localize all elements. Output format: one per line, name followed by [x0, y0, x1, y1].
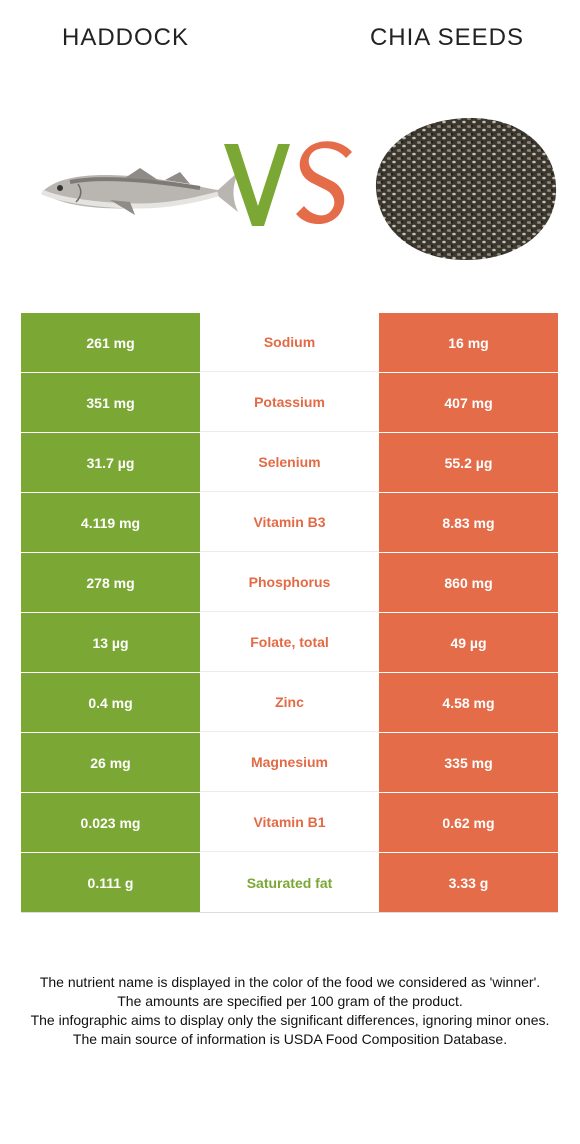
footnote: The nutrient name is displayed in the co…	[18, 973, 562, 1049]
footnote-line: The nutrient name is displayed in the co…	[39, 974, 541, 990]
table-row: 351 mg Potassium 407 mg	[21, 373, 558, 433]
nutrient-name-cell: Vitamin B1	[200, 793, 379, 852]
comparison-table: 261 mg Sodium 16 mg 351 mg Potassium 407 mg 31…	[21, 313, 558, 913]
left-value-cell: 351 mg	[21, 373, 200, 432]
table-row: 0.111 g Saturated fat 3.33 g	[21, 853, 558, 913]
right-value-cell: 407 mg	[379, 373, 558, 432]
left-value-cell: 4.119 mg	[21, 493, 200, 552]
right-food-title: CHIA SEEDS	[369, 24, 524, 51]
nutrient-name-cell: Zinc	[200, 673, 379, 732]
left-value-cell: 278 mg	[21, 553, 200, 612]
table-row: 4.119 mg Vitamin B3 8.83 mg	[21, 493, 558, 553]
right-value-cell: 55.2 µg	[379, 433, 558, 492]
footnote-line: The main source of information is USDA F…	[72, 1031, 508, 1047]
vs-logo	[224, 141, 352, 226]
left-food-title: HADDOCK	[62, 24, 190, 51]
right-value-cell: 0.62 mg	[379, 793, 558, 852]
table-row: 26 mg Magnesium 335 mg	[21, 733, 558, 793]
nutrient-name-cell: Saturated fat	[200, 853, 379, 912]
hero-illustration	[0, 100, 580, 300]
right-value-cell: 860 mg	[379, 553, 558, 612]
left-value-cell: 0.111 g	[21, 853, 200, 912]
nutrient-name-cell: Vitamin B3	[200, 493, 379, 552]
right-value-cell: 16 mg	[379, 313, 558, 372]
right-value-cell: 49 µg	[379, 613, 558, 672]
left-value-cell: 31.7 µg	[21, 433, 200, 492]
nutrient-name-cell: Sodium	[200, 313, 379, 372]
table-row: 31.7 µg Selenium 55.2 µg	[21, 433, 558, 493]
nutrient-name-cell: Magnesium	[200, 733, 379, 792]
right-value-cell: 335 mg	[379, 733, 558, 792]
left-value-cell: 261 mg	[21, 313, 200, 372]
table-row: 278 mg Phosphorus 860 mg	[21, 553, 558, 613]
left-value-cell: 26 mg	[21, 733, 200, 792]
nutrient-name-cell: Folate, total	[200, 613, 379, 672]
nutrient-name-cell: Selenium	[200, 433, 379, 492]
footnote-line: The infographic aims to display only the…	[30, 1012, 550, 1028]
footnote-line: The amounts are specified per 100 gram o…	[117, 993, 463, 1009]
table-row: 13 µg Folate, total 49 µg	[21, 613, 558, 673]
table-row: 0.023 mg Vitamin B1 0.62 mg	[21, 793, 558, 853]
chia-seeds-image	[375, 118, 557, 260]
nutrient-name-cell: Potassium	[200, 373, 379, 432]
right-value-cell: 4.58 mg	[379, 673, 558, 732]
table-row: 261 mg Sodium 16 mg	[21, 313, 558, 373]
left-value-cell: 13 µg	[21, 613, 200, 672]
table-row: 0.4 mg Zinc 4.58 mg	[21, 673, 558, 733]
nutrient-name-cell: Phosphorus	[200, 553, 379, 612]
haddock-image	[40, 168, 238, 215]
right-value-cell: 3.33 g	[379, 853, 558, 912]
left-value-cell: 0.4 mg	[21, 673, 200, 732]
left-value-cell: 0.023 mg	[21, 793, 200, 852]
right-value-cell: 8.83 mg	[379, 493, 558, 552]
